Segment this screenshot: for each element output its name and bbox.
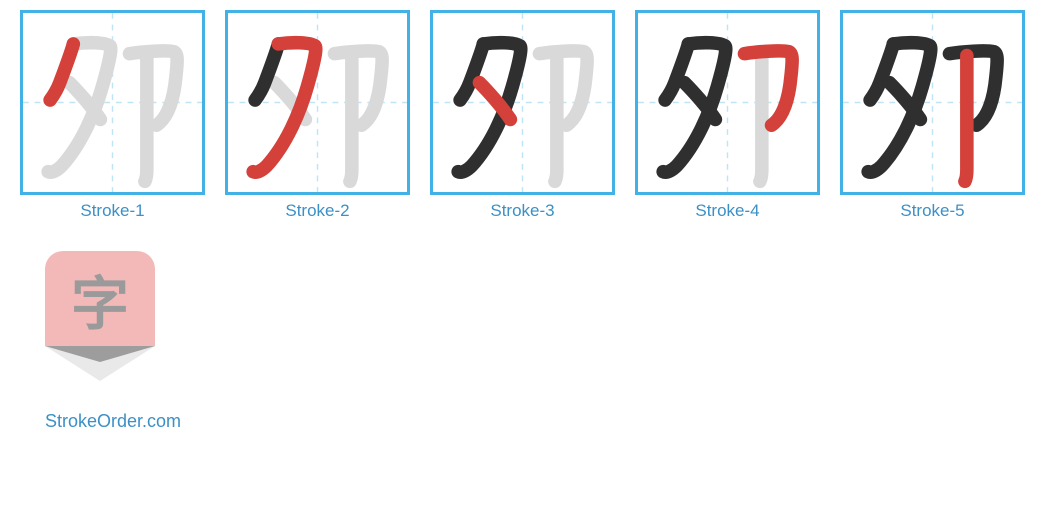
stroke-step: Stroke-1 bbox=[20, 10, 205, 221]
footer: 字 StrokeOrder.com bbox=[45, 251, 1050, 432]
stroke-box bbox=[225, 10, 410, 195]
stroke-step: Stroke-4 bbox=[635, 10, 820, 221]
stroke-label: Stroke-4 bbox=[695, 201, 759, 221]
logo-pencil-tip bbox=[45, 346, 155, 381]
stroke-box bbox=[840, 10, 1025, 195]
stroke-label: Stroke-2 bbox=[285, 201, 349, 221]
stroke-label: Stroke-5 bbox=[900, 201, 964, 221]
stroke-step: Stroke-5 bbox=[840, 10, 1025, 221]
logo-character: 字 bbox=[45, 251, 155, 346]
stroke-label: Stroke-3 bbox=[490, 201, 554, 221]
stroke-box bbox=[20, 10, 205, 195]
stroke-steps-row: Stroke-1 Stroke-2 Stroke-3 Stroke-4 Stroke-5 bbox=[20, 10, 1050, 221]
stroke-box bbox=[635, 10, 820, 195]
site-name: StrokeOrder.com bbox=[45, 411, 181, 432]
stroke-step: Stroke-2 bbox=[225, 10, 410, 221]
stroke-box bbox=[430, 10, 615, 195]
stroke-step: Stroke-3 bbox=[430, 10, 615, 221]
site-logo: 字 bbox=[45, 251, 155, 381]
stroke-label: Stroke-1 bbox=[80, 201, 144, 221]
